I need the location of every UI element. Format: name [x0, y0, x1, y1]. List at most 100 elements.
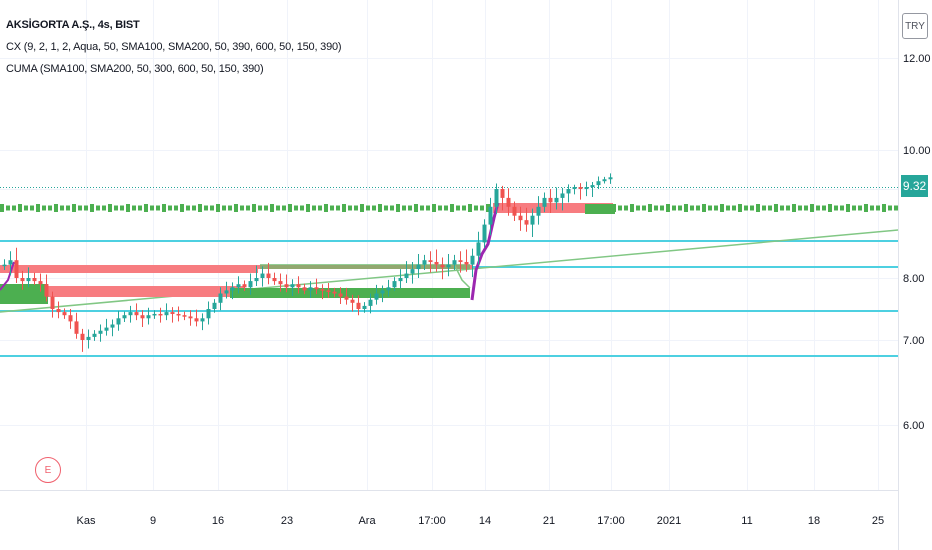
signal-dot	[90, 204, 94, 212]
candle-body	[578, 187, 583, 189]
candle-body	[296, 284, 301, 288]
signal-dot	[708, 205, 712, 211]
signal-dot	[318, 205, 322, 211]
signal-dot	[804, 205, 808, 211]
currency-button[interactable]: TRY	[902, 13, 928, 39]
candle-body	[380, 290, 385, 294]
candle-body	[230, 287, 235, 291]
candle-body	[572, 187, 577, 189]
candle-body	[566, 189, 571, 194]
signal-dot	[0, 204, 4, 212]
candle-body	[530, 215, 535, 225]
signal-dot	[120, 205, 124, 211]
x-tick-label: Kas	[77, 515, 96, 527]
candle-body	[254, 278, 259, 282]
x-tick-label: 18	[808, 515, 820, 527]
candle-body	[44, 284, 49, 297]
signal-dot	[72, 204, 76, 212]
symbol-title: AKSİGORTA A.Ş., 4s, BIST	[6, 19, 140, 31]
band-red-upper	[0, 265, 258, 273]
signal-dot	[84, 205, 88, 211]
candle-body	[62, 312, 67, 316]
candle-body	[158, 313, 163, 316]
signal-dot	[474, 205, 478, 211]
signal-dot	[48, 205, 52, 211]
x-tick-label: 17:00	[597, 515, 625, 527]
band-green-left	[0, 284, 48, 304]
signal-dot	[186, 205, 190, 211]
signal-dot	[720, 204, 724, 212]
candle-body	[314, 287, 319, 290]
candle-body	[140, 315, 145, 319]
signal-dot	[468, 204, 472, 212]
signal-dot	[780, 205, 784, 211]
signal-dot	[654, 205, 658, 211]
indicator-cuma[interactable]: CUMA (SMA100, SMA200, 50, 300, 600, 50, …	[6, 63, 264, 75]
signal-dot	[756, 204, 760, 212]
candle-body	[134, 312, 139, 316]
candle-body	[50, 296, 55, 309]
signal-dot	[822, 205, 826, 211]
candle-body	[452, 260, 457, 265]
candle-body	[326, 290, 331, 292]
candle-body	[212, 302, 217, 309]
candle-body	[410, 269, 415, 274]
candle-body	[398, 278, 403, 282]
signal-dot	[210, 205, 214, 211]
signal-dot	[792, 204, 796, 212]
candle-body	[518, 215, 523, 221]
signal-dot	[846, 204, 850, 212]
indicator-bands	[0, 202, 898, 304]
candle-body	[194, 318, 199, 322]
candle-body	[68, 315, 73, 322]
candle-body	[170, 312, 175, 314]
candle-body	[446, 264, 451, 268]
candle-body	[470, 255, 475, 265]
signal-dot	[690, 205, 694, 211]
signal-dot	[156, 205, 160, 211]
signal-dot	[282, 205, 286, 211]
signal-dot	[150, 205, 154, 211]
candle-body	[590, 185, 595, 188]
candle-body	[524, 220, 529, 225]
candle-body	[122, 315, 127, 319]
candle-body	[302, 287, 307, 291]
signal-dot	[684, 204, 688, 212]
candle-body	[482, 224, 487, 243]
earnings-marker-icon[interactable]: E	[35, 457, 61, 483]
signal-dot	[840, 205, 844, 211]
signal-dot	[894, 205, 898, 211]
purple-line	[470, 202, 500, 301]
candle-body	[98, 330, 103, 334]
candle-body	[602, 179, 607, 182]
signal-dot	[666, 204, 670, 212]
candle-body	[290, 284, 295, 288]
indicator-cx[interactable]: CX (9, 2, 1, 2, Aqua, 50, SMA100, SMA200…	[6, 41, 342, 53]
candle-body	[2, 264, 7, 267]
signal-dot	[768, 205, 772, 211]
signal-dot	[36, 204, 40, 212]
candle-body	[458, 260, 463, 262]
signal-dot	[828, 204, 832, 212]
signal-dot	[294, 205, 298, 211]
candle-body	[608, 177, 613, 180]
signal-dot	[696, 205, 700, 211]
signal-dot	[108, 204, 112, 212]
signal-dot	[834, 205, 838, 211]
signal-dot	[312, 205, 316, 211]
signal-dot	[222, 205, 226, 211]
signal-dot	[888, 205, 892, 211]
signal-dot	[882, 204, 886, 212]
candle-body	[32, 278, 37, 282]
candle-body	[488, 206, 493, 225]
signal-dot	[324, 204, 328, 212]
candle-body	[500, 189, 505, 198]
signal-dot	[138, 205, 142, 211]
signal-dot	[258, 205, 262, 211]
signal-dot	[54, 204, 58, 212]
candle-body	[440, 264, 445, 268]
signal-dot	[480, 205, 484, 211]
candle-body	[86, 336, 91, 340]
